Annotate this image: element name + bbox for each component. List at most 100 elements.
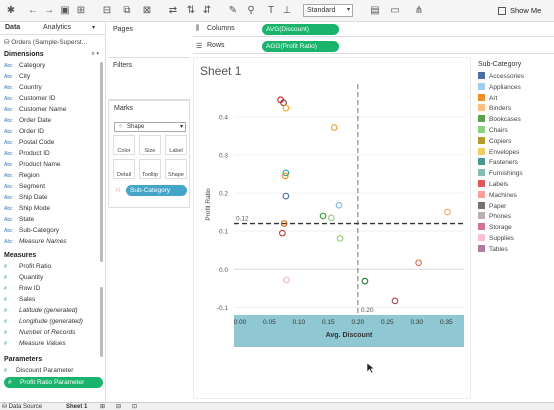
scatter-point[interactable] <box>330 124 338 131</box>
back-arrow-icon[interactable]: ← <box>28 5 38 16</box>
presentation-icon[interactable]: ▤ <box>370 5 380 16</box>
dimension-field[interactable]: Abc Postal Code <box>0 137 105 148</box>
pin-icon[interactable]: ⊥ <box>282 5 292 16</box>
color-button[interactable]: Color <box>113 135 135 155</box>
columns-pill[interactable]: AVG(Discount) <box>262 24 339 35</box>
detail-button[interactable]: Detail <box>113 159 135 179</box>
pages-panel[interactable]: Pages <box>108 22 190 58</box>
dimension-field[interactable]: Abc Category <box>0 60 105 71</box>
dimension-field[interactable]: Abc Order Date <box>0 115 105 126</box>
scatter-point[interactable] <box>335 201 343 209</box>
scatter-point[interactable] <box>327 214 335 222</box>
save-icon[interactable]: ▣ <box>60 5 70 16</box>
measures-scrollbar[interactable] <box>100 287 103 357</box>
group-icon[interactable]: ⚲ <box>247 5 255 16</box>
legend-item[interactable]: Labels <box>474 179 554 191</box>
parameter-field[interactable]: # Profit Ratio Parameter <box>4 377 103 388</box>
show-me-button[interactable]: Show Me <box>498 4 552 18</box>
dimension-field[interactable]: Abc State <box>0 214 105 225</box>
filters-panel[interactable]: Filters <box>108 58 190 100</box>
legend-item[interactable]: Art <box>474 93 554 105</box>
chevron-down-icon[interactable]: ▾ <box>92 25 96 31</box>
scatter-point[interactable] <box>282 104 290 112</box>
scatter-point[interactable] <box>444 208 451 216</box>
mark-type-select[interactable]: ⁘ Shape ▾ <box>114 122 186 132</box>
new-story-icon[interactable]: ⊡ <box>132 404 138 410</box>
legend-item[interactable]: Tables <box>474 244 554 256</box>
duplicate-icon[interactable]: ⧉ <box>123 5 131 16</box>
label-text-icon[interactable]: T <box>267 5 275 16</box>
legend-item[interactable]: Appliances <box>474 82 554 94</box>
sheet1-tab[interactable]: Sheet 1 <box>66 403 87 410</box>
sheet-title[interactable]: Sheet 1 <box>200 64 242 78</box>
search-icon[interactable]: ⌕ ▾ <box>91 51 99 57</box>
sort-desc-icon[interactable]: ⇵ <box>202 5 212 16</box>
measure-field[interactable]: # Number of Records <box>0 327 105 338</box>
scatter-point[interactable] <box>279 229 286 237</box>
legend-item[interactable]: Envelopes <box>474 147 554 159</box>
scatter-point[interactable] <box>281 172 289 180</box>
size-button[interactable]: Size <box>139 135 161 155</box>
rows-shelf[interactable]: ☰ Rows AGG(Profit Ratio) <box>193 39 554 54</box>
scatter-point[interactable] <box>391 297 399 305</box>
dimension-field[interactable]: Abc Order ID <box>0 126 105 137</box>
dimension-field[interactable]: Abc City <box>0 71 105 82</box>
dimension-field[interactable]: Abc Customer Name <box>0 104 105 115</box>
dimension-field[interactable]: Abc Region <box>0 170 105 181</box>
forward-arrow-icon[interactable]: → <box>44 5 54 16</box>
scatter-point[interactable] <box>283 276 290 284</box>
scatter-point[interactable] <box>361 277 369 285</box>
legend-item[interactable]: Furnishings <box>474 169 554 180</box>
scatter-point[interactable] <box>336 235 344 242</box>
dimensions-scrollbar[interactable] <box>100 62 103 262</box>
clear-sheet-icon[interactable]: ⊠ <box>142 5 152 16</box>
columns-shelf[interactable]: ⫼ Columns AVG(Discount) <box>193 22 554 37</box>
dimension-field[interactable]: Abc Ship Date <box>0 192 105 203</box>
label-button[interactable]: Label <box>165 135 187 155</box>
tab-analytics[interactable]: Analytics <box>43 24 72 31</box>
highlight-icon[interactable]: ✎ <box>228 5 238 16</box>
legend-item[interactable]: Bookcases <box>474 115 554 126</box>
dimension-field[interactable]: Abc Measure Names <box>0 236 105 247</box>
measure-field[interactable]: # Profit Ratio <box>0 261 105 272</box>
legend-item[interactable]: Binders <box>474 104 554 115</box>
legend-item[interactable]: Machines <box>474 190 554 202</box>
dimension-field[interactable]: Abc Ship Mode <box>0 203 105 214</box>
tooltip-button[interactable]: Tooltip <box>139 159 161 179</box>
dimension-field[interactable]: Abc Product Name <box>0 159 105 170</box>
scatter-point[interactable] <box>280 220 288 227</box>
measure-field[interactable]: # Latitude (generated) <box>0 305 105 316</box>
dimension-field[interactable]: Abc Sub-Category <box>0 225 105 236</box>
legend-item[interactable]: Chairs <box>474 125 554 137</box>
scatter-chart[interactable]: Profit Ratio -0.1 0.0 0.1 0.2 0.3 0.4 0.00 0.05 0… <box>194 58 470 398</box>
tab-data[interactable]: Data <box>5 24 21 31</box>
legend-item[interactable]: Copiers <box>474 136 554 148</box>
shape-button[interactable]: Shape <box>165 159 187 179</box>
scatter-point[interactable] <box>282 169 290 177</box>
tableau-logo-icon[interactable]: ✱ <box>6 5 16 16</box>
scatter-point[interactable] <box>280 99 287 107</box>
dimension-field[interactable]: Abc Segment <box>0 181 105 192</box>
dimension-field[interactable]: Abc Product ID <box>0 148 105 159</box>
measure-field[interactable]: # Longitude (generated) <box>0 316 105 327</box>
data-source-item[interactable]: ⛁ Orders (Sample-Superst... <box>0 35 105 49</box>
sub-category-color-pill[interactable]: Sub-Category <box>126 185 187 196</box>
share-icon[interactable]: ⋔ <box>414 5 424 16</box>
legend-item[interactable]: Phones <box>474 212 554 223</box>
device-preview-icon[interactable]: ▭ <box>390 5 400 16</box>
measure-field[interactable]: # Measure Values <box>0 338 105 349</box>
measure-field[interactable]: # Sales <box>0 294 105 305</box>
view-fit-select[interactable]: Standard ▾ <box>303 4 353 17</box>
swap-icon[interactable]: ⇄ <box>168 5 178 16</box>
scatter-point[interactable] <box>282 192 290 200</box>
legend-item[interactable]: Accessories <box>474 72 554 83</box>
legend-item[interactable]: Supplies <box>474 233 554 245</box>
dimension-field[interactable]: Abc Country <box>0 82 105 93</box>
data-source-tab[interactable]: ⛁ Data Source <box>2 403 42 410</box>
sort-asc-icon[interactable]: ⇅ <box>186 5 196 16</box>
rows-pill[interactable]: AGG(Profit Ratio) <box>262 41 339 52</box>
measure-field[interactable]: # Row ID <box>0 283 105 294</box>
new-sheet-icon[interactable]: ⊞ <box>100 404 106 410</box>
scatter-point[interactable] <box>319 212 327 220</box>
scatter-point[interactable] <box>415 259 422 267</box>
